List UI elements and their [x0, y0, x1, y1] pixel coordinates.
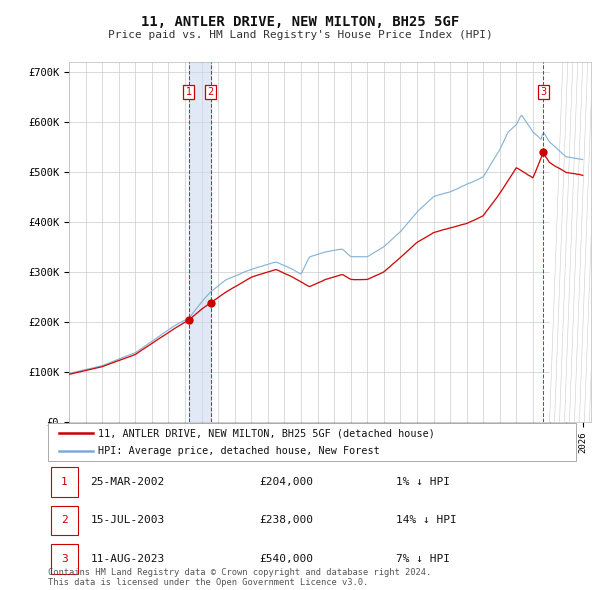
Text: 25-MAR-2002: 25-MAR-2002 — [90, 477, 164, 487]
Text: £204,000: £204,000 — [259, 477, 313, 487]
Text: 1% ↓ HPI: 1% ↓ HPI — [397, 477, 451, 487]
Text: £238,000: £238,000 — [259, 516, 313, 525]
Text: Price paid vs. HM Land Registry's House Price Index (HPI): Price paid vs. HM Land Registry's House … — [107, 30, 493, 40]
FancyBboxPatch shape — [50, 544, 78, 573]
FancyBboxPatch shape — [50, 467, 78, 497]
FancyBboxPatch shape — [48, 423, 576, 461]
Text: 3: 3 — [61, 554, 68, 563]
Text: 11, ANTLER DRIVE, NEW MILTON, BH25 5GF (detached house): 11, ANTLER DRIVE, NEW MILTON, BH25 5GF (… — [98, 428, 435, 438]
Text: 11, ANTLER DRIVE, NEW MILTON, BH25 5GF: 11, ANTLER DRIVE, NEW MILTON, BH25 5GF — [141, 15, 459, 29]
Text: 15-JUL-2003: 15-JUL-2003 — [90, 516, 164, 525]
Bar — [189, 62, 211, 422]
Bar — [550, 62, 591, 422]
Text: 2: 2 — [61, 516, 68, 525]
Text: 11-AUG-2023: 11-AUG-2023 — [90, 554, 164, 563]
Text: 14% ↓ HPI: 14% ↓ HPI — [397, 516, 457, 525]
Text: 1: 1 — [186, 87, 192, 97]
Text: 1: 1 — [61, 477, 68, 487]
Text: HPI: Average price, detached house, New Forest: HPI: Average price, detached house, New … — [98, 446, 380, 456]
Text: 7% ↓ HPI: 7% ↓ HPI — [397, 554, 451, 563]
Text: Contains HM Land Registry data © Crown copyright and database right 2024.
This d: Contains HM Land Registry data © Crown c… — [48, 568, 431, 587]
Bar — [550, 62, 591, 422]
Text: £540,000: £540,000 — [259, 554, 313, 563]
FancyBboxPatch shape — [50, 506, 78, 535]
Text: 3: 3 — [540, 87, 546, 97]
Text: 2: 2 — [208, 87, 214, 97]
